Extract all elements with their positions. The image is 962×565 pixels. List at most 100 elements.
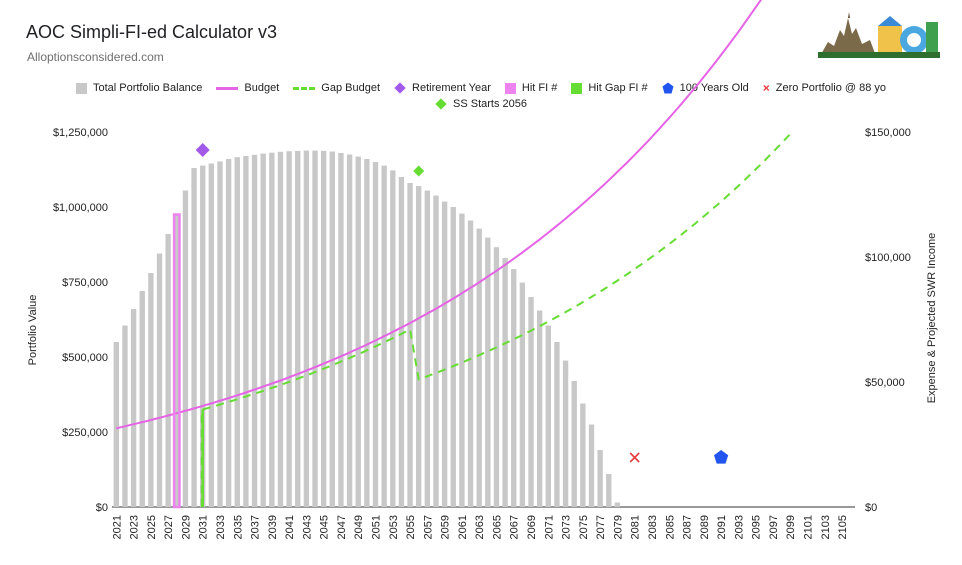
bar (320, 150, 327, 507)
bar (329, 151, 335, 507)
bar (148, 273, 154, 507)
bar (519, 282, 526, 507)
x-tick-label: 2045 (319, 515, 331, 539)
x-tick-label: 2101 (803, 515, 815, 539)
bar (450, 207, 456, 507)
legend-item: Budget (216, 82, 279, 94)
y-tick-label-left: $0 (96, 502, 108, 514)
legend-label: Gap Budget (321, 82, 381, 94)
x-tick-label: 2049 (353, 515, 365, 539)
y-tick-label-right: $100,000 (865, 252, 911, 264)
bar (364, 159, 370, 507)
bar (476, 228, 482, 507)
bar (217, 161, 223, 507)
y-axis-left-label: Portfolio Value (27, 295, 39, 366)
legend-swatch (504, 82, 516, 94)
portfolio-bars (113, 150, 621, 508)
x-tick-label: 2039 (267, 515, 279, 539)
x-tick-label: 2095 (751, 515, 763, 539)
pentagon-icon (662, 82, 674, 94)
x-tick-label: 2103 (820, 515, 832, 539)
x-tick-label: 2035 (232, 515, 244, 539)
ss-starts-marker (413, 165, 425, 177)
retirement-year-marker (195, 143, 210, 157)
legend-dash-swatch (293, 86, 316, 90)
bar (286, 151, 292, 507)
bar (588, 424, 595, 507)
bar (139, 291, 145, 507)
x-tick-label: 2071 (543, 515, 555, 539)
legend-item: Total Portfolio Balance (75, 82, 202, 94)
x-tick-label: 2069 (526, 515, 538, 539)
bar (424, 190, 431, 507)
bar (554, 342, 560, 507)
bar (295, 150, 301, 507)
bar (182, 190, 189, 507)
bar (416, 186, 422, 507)
bar (156, 253, 163, 507)
y-tick-label-left: $1,250,000 (53, 127, 108, 139)
budget-line (116, 0, 763, 430)
legend-line-swatch (216, 86, 239, 90)
x-tick-label: 2023 (129, 515, 141, 539)
legend-item: Hit Gap FI # (571, 82, 648, 94)
legend-label: Hit FI # (521, 82, 558, 94)
y-axis-right: $0 $50,000 $100,000 $150,000 (865, 127, 911, 514)
bar (398, 177, 405, 507)
x-mark-icon: × (762, 80, 770, 95)
legend-row: SS Starts 2056 (0, 96, 962, 112)
chart-legend: Total Portfolio Balance Budget Gap Budget R… (0, 80, 962, 112)
hit-fi-marker (172, 213, 181, 509)
bar (130, 309, 137, 507)
x-tick-label: 2067 (509, 515, 521, 539)
x-tick-label: 2075 (578, 515, 590, 539)
bar (433, 195, 439, 507)
x-tick-label: 2053 (388, 515, 400, 539)
x-tick-label: 2037 (250, 515, 262, 539)
x-tick-label: 2099 (785, 515, 797, 539)
x-tick-label: 2055 (405, 515, 417, 539)
bar (407, 183, 413, 507)
legend-row: Total Portfolio Balance Budget Gap Budget R… (0, 80, 962, 96)
x-tick-label: 2043 (301, 515, 313, 539)
legend-item: × Zero Portfolio @ 88 yo (762, 80, 887, 95)
y-tick-label-left: $500,000 (62, 352, 108, 364)
bar (312, 150, 318, 507)
bar (277, 151, 284, 508)
bar (502, 258, 508, 507)
gap-budget-line (202, 133, 791, 411)
bar (303, 150, 310, 507)
hundred-years-marker (714, 450, 729, 464)
bar (122, 325, 128, 507)
legend-label: Zero Portfolio @ 88 yo (775, 82, 887, 94)
bar (614, 502, 621, 507)
x-tick-label: 2027 (163, 515, 175, 539)
bar (200, 165, 206, 507)
x-mark-stroke (629, 452, 640, 463)
bar (536, 310, 543, 507)
legend-item: Retirement Year (394, 82, 491, 94)
x-tick-label: 2051 (371, 515, 383, 539)
x-tick-label: 2077 (595, 515, 607, 539)
bar (441, 201, 448, 507)
x-tick-label: 2091 (716, 515, 728, 539)
legend-label: Budget (244, 82, 280, 94)
legend-swatch (75, 82, 87, 94)
legend-item: Hit FI # (504, 82, 558, 94)
x-tick-label: 2047 (336, 515, 348, 539)
x-tick-label: 2061 (457, 515, 469, 539)
x-tick-label: 2025 (146, 515, 158, 539)
zero-portfolio-marker (629, 452, 640, 463)
y-axis-right-label: Expense & Projected SWR Income (926, 233, 938, 404)
bar (338, 153, 344, 507)
bar (606, 474, 612, 507)
bar (251, 154, 258, 508)
x-tick-label: 2059 (440, 515, 452, 539)
bar (545, 325, 551, 507)
x-tick-label: 2093 (733, 515, 745, 539)
x-tick-label: 2063 (474, 515, 486, 539)
y-tick-label-left: $1,000,000 (53, 202, 108, 214)
bar (580, 403, 586, 507)
bar (346, 154, 353, 507)
x-tick-label: 2029 (180, 515, 192, 539)
